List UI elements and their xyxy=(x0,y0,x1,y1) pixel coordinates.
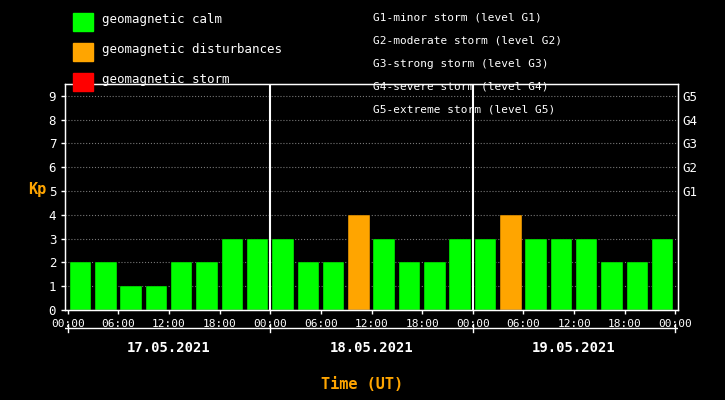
Text: geomagnetic calm: geomagnetic calm xyxy=(102,14,222,26)
Text: geomagnetic storm: geomagnetic storm xyxy=(102,74,229,86)
Bar xyxy=(247,239,268,310)
Text: G3-strong storm (level G3): G3-strong storm (level G3) xyxy=(373,59,549,69)
Bar xyxy=(120,286,142,310)
Bar xyxy=(171,262,192,310)
Bar xyxy=(500,215,521,310)
Bar xyxy=(576,239,597,310)
Bar xyxy=(297,262,319,310)
Bar xyxy=(70,262,91,310)
Bar xyxy=(450,239,471,310)
Bar xyxy=(526,239,547,310)
Text: 17.05.2021: 17.05.2021 xyxy=(127,341,211,355)
Bar xyxy=(222,239,243,310)
Text: G4-severe storm (level G4): G4-severe storm (level G4) xyxy=(373,82,549,92)
Bar xyxy=(424,262,446,310)
Y-axis label: Kp: Kp xyxy=(28,182,46,197)
Bar xyxy=(95,262,117,310)
Text: Time (UT): Time (UT) xyxy=(321,377,404,392)
Text: G5-extreme storm (level G5): G5-extreme storm (level G5) xyxy=(373,104,555,114)
Bar xyxy=(626,262,648,310)
Bar xyxy=(373,239,395,310)
Bar xyxy=(146,286,167,310)
Text: G2-moderate storm (level G2): G2-moderate storm (level G2) xyxy=(373,36,563,46)
Bar xyxy=(399,262,420,310)
Bar xyxy=(348,215,370,310)
Bar xyxy=(272,239,294,310)
Bar xyxy=(601,262,623,310)
Bar xyxy=(323,262,344,310)
Text: 19.05.2021: 19.05.2021 xyxy=(532,341,616,355)
Bar xyxy=(551,239,572,310)
Bar xyxy=(196,262,218,310)
Text: geomagnetic disturbances: geomagnetic disturbances xyxy=(102,44,281,56)
Text: 18.05.2021: 18.05.2021 xyxy=(330,341,413,355)
Bar xyxy=(475,239,496,310)
Bar xyxy=(652,239,674,310)
Text: G1-minor storm (level G1): G1-minor storm (level G1) xyxy=(373,13,542,23)
